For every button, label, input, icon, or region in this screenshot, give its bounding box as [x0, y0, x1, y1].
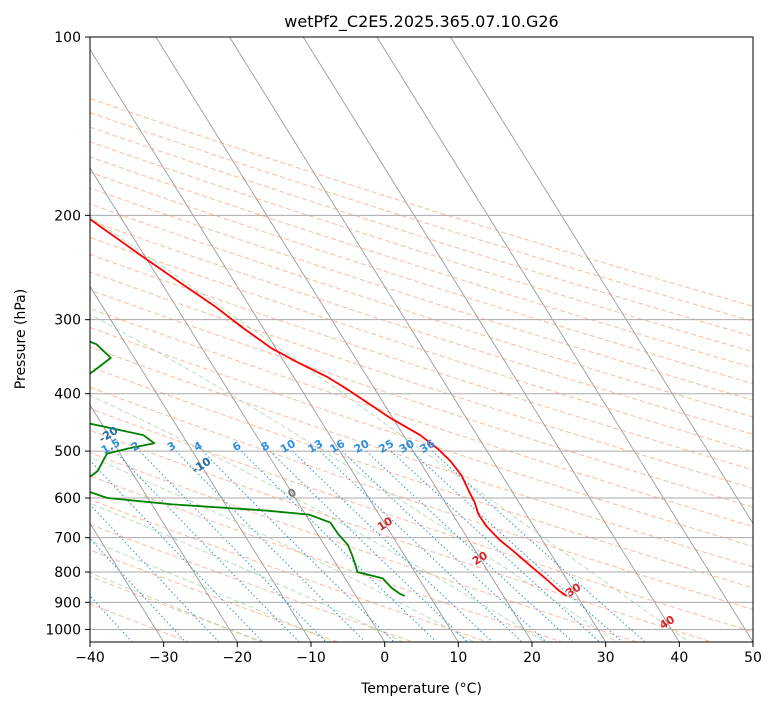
dry-adiabat — [90, 429, 714, 642]
dry-adiabat — [90, 407, 753, 633]
x-tick-label: −10 — [296, 650, 326, 666]
dry-adiabat — [90, 156, 753, 369]
isotherm — [90, 285, 312, 642]
x-tick-label: 10 — [449, 650, 467, 666]
mixing-ratio-line — [365, 450, 574, 642]
y-tick-label: 300 — [54, 313, 81, 329]
y-axis-label: Pressure (hPa) — [13, 289, 29, 389]
dry-adiabat — [90, 575, 265, 642]
dry-adiabat — [90, 126, 753, 337]
mixing-ratio-line — [90, 503, 220, 642]
moist-adiabat — [90, 502, 405, 642]
dry-adiabat — [90, 271, 753, 489]
mixing-ratio-line — [240, 450, 438, 642]
axes: −40 −30 −20 −10 0 10 20 30 40 50 100 200 300 400 500 60… — [45, 30, 762, 666]
dry-adiabat — [90, 603, 191, 642]
y-tick-label: 400 — [54, 387, 81, 403]
dry-adiabat — [90, 386, 753, 611]
dry-adiabat — [90, 112, 753, 322]
mixing-ratio-line — [269, 450, 469, 642]
plot-frame — [89, 36, 754, 643]
dry-adiabat — [90, 452, 639, 642]
x-tick-label: 50 — [744, 650, 762, 666]
mixing-ratio-line — [90, 538, 187, 642]
moist-adiabat — [90, 313, 618, 642]
isotherm — [90, 522, 165, 642]
isotherm — [90, 404, 238, 642]
dry-adiabat — [90, 97, 753, 307]
dry-adiabat — [90, 253, 753, 471]
mixing-ratio-line — [90, 459, 264, 642]
y-tick-label: 100 — [54, 30, 81, 46]
dry-adiabat — [90, 219, 753, 435]
mixing-ratio-line — [139, 450, 327, 642]
sounding-traces — [90, 218, 568, 597]
x-axis-label: Temperature (°C) — [360, 681, 482, 697]
isotherm — [90, 167, 386, 642]
x-tick-label: −40 — [75, 650, 105, 666]
isotherm — [450, 37, 753, 525]
moist-adiabat — [90, 572, 262, 642]
isotherm — [302, 37, 680, 642]
isotherm — [90, 48, 459, 642]
x-tick-label: −20 — [223, 650, 253, 666]
dewpoint-line — [90, 340, 406, 597]
dry-adiabat — [90, 187, 753, 401]
background-lines — [90, 37, 753, 642]
y-tick-label: 200 — [54, 208, 81, 224]
dry-adiabat — [90, 523, 415, 642]
y-tick-label: 800 — [54, 565, 81, 581]
y-tick-label: 900 — [54, 595, 81, 611]
isotherm — [155, 37, 533, 642]
mixing-ratio-line — [202, 450, 395, 642]
mixing-ratio-line — [431, 450, 646, 642]
mixing-ratio-line — [292, 450, 494, 642]
y-tick-label: 600 — [54, 491, 81, 507]
x-tick-label: 40 — [670, 650, 688, 666]
y-tick-label: 500 — [54, 444, 81, 460]
y-tick-label: 1000 — [45, 622, 81, 638]
x-tick-label: 20 — [523, 650, 541, 666]
dry-adiabat — [90, 475, 564, 642]
dry-adiabat — [90, 549, 340, 642]
mixing-ratio-line — [319, 450, 523, 642]
x-tick-label: 0 — [380, 650, 389, 666]
x-tick-label: −30 — [149, 650, 179, 666]
y-tick-label: 700 — [54, 531, 81, 547]
moist-adiabat — [90, 456, 475, 642]
x-tick-label: 30 — [597, 650, 615, 666]
chart-title: wetPf2_C2E5.2025.365.07.10.G26 — [284, 12, 558, 32]
dry-adiabat — [90, 366, 753, 589]
mixing-ratio-line — [175, 450, 367, 642]
isotherm — [376, 37, 753, 642]
moist-adiabat — [90, 539, 334, 642]
isotherm — [229, 37, 607, 642]
moist-adiabat — [90, 216, 691, 642]
moist-adiabat — [90, 394, 546, 642]
temperature-line — [90, 218, 568, 597]
